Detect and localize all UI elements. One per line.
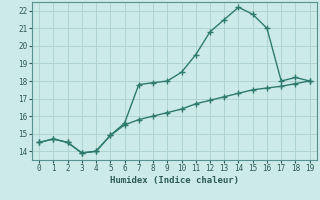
X-axis label: Humidex (Indice chaleur): Humidex (Indice chaleur) xyxy=(110,176,239,185)
